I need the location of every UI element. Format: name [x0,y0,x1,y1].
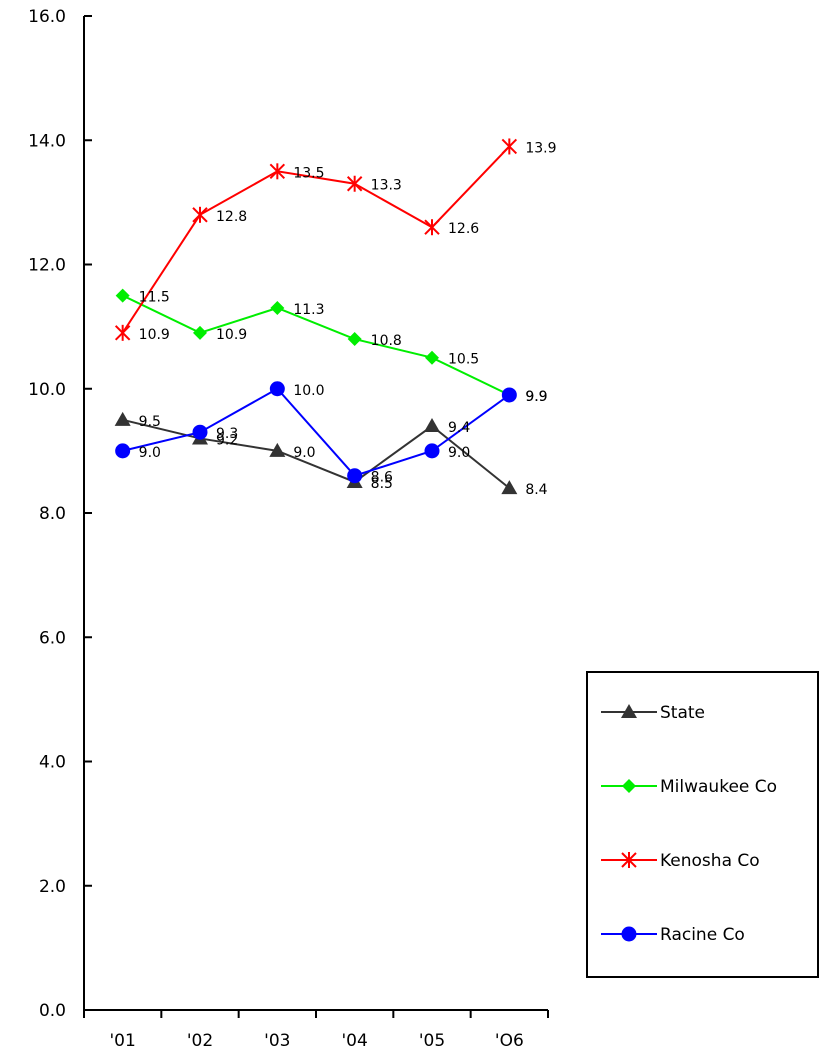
series-line-milwaukee-co [122,294,510,396]
x-tick-label: '02 [187,1031,213,1051]
point-racine-co [501,387,517,403]
data-label-state: 9.2 [216,432,238,448]
data-labels: 9.5 9.2 9.0 8.5 9.4 8.4 11.5 10.9 11.3 10.8 10.5 9.… [139,140,557,498]
data-label-state: 8.4 [525,482,547,498]
point-state [269,442,286,457]
point-racine-co [115,443,131,459]
point-milwaukee-co [193,325,207,340]
y-tick-label: 12.0 [28,256,66,276]
point-racine-co [269,381,285,397]
data-label-milwaukee-co: 11.5 [139,290,170,306]
x-tick-label: '01 [110,1031,136,1051]
data-label-milwaukee-co: 9.9 [525,389,547,405]
axes: 0.0 2.0 4.0 6.0 8.0 10.0 12.0 14.0 16.0 '01 '02 '03… [28,7,549,1051]
data-label-racine-co: 9.0 [139,445,161,461]
legend-label-milwaukee-co: Milwaukee Co [660,777,777,797]
point-kenosha-co [424,219,440,236]
point-kenosha-co [346,175,363,192]
point-racine-co [424,443,440,459]
point-kenosha-co [114,324,131,341]
data-label-kenosha-co: 10.9 [139,327,170,343]
legend-marker-racine-co [621,926,637,942]
data-label-racine-co: 9.9 [525,389,547,405]
data-label-kenosha-co: 12.8 [216,209,247,225]
data-label-racine-co: 8.6 [371,470,393,486]
data-label-kenosha-co: 13.5 [293,165,324,181]
data-label-racine-co: 9.3 [216,426,238,442]
x-tick-label: '04 [342,1031,368,1051]
legend-label-racine-co: Racine Co [660,925,745,945]
legend-marker-state [621,704,637,718]
data-label-racine-co: 9.0 [448,445,470,461]
point-milwaukee-co [425,350,439,365]
data-label-kenosha-co: 12.6 [448,221,479,237]
x-tick-label: '03 [264,1031,290,1051]
point-racine-co [347,468,363,484]
y-tick-label: 2.0 [39,877,66,897]
y-tick-label: 0.0 [39,1001,66,1021]
x-tick-label: '05 [419,1031,445,1051]
y-tick-label: 10.0 [28,380,66,400]
series-line-racine-co [122,387,510,477]
data-label-kenosha-co: 13.3 [371,178,402,194]
data-label-state: 9.4 [448,420,470,436]
y-tick-label: 16.0 [28,7,66,27]
x-tick-label: 'O6 [495,1031,524,1051]
y-tick-label: 8.0 [39,504,66,524]
data-label-state: 9.5 [139,414,161,430]
legend-marker-milwaukee-co [622,779,636,793]
legend-box [586,671,819,978]
data-label-state: 8.5 [371,476,393,492]
point-milwaukee-co [347,332,362,347]
data-label-milwaukee-co: 10.9 [216,327,247,343]
data-label-racine-co: 10.0 [293,383,324,399]
y-tick-label: 6.0 [39,628,66,648]
series-layer [114,138,518,495]
y-tick-label: 4.0 [39,753,66,773]
y-tick-label: 14.0 [28,131,66,151]
point-state [501,480,518,495]
data-label-state: 9.0 [293,445,315,461]
data-label-milwaukee-co: 11.3 [293,302,324,318]
legend-marker-kenosha-co [621,852,637,868]
data-label-milwaukee-co: 10.8 [371,333,402,349]
legend-label-kenosha-co: Kenosha Co [660,851,760,871]
series-line-kenosha-co [121,145,511,334]
point-state [424,418,440,433]
point-kenosha-co [269,163,286,180]
point-milwaukee-co [270,300,285,315]
point-state [114,411,131,426]
data-label-milwaukee-co: 10.5 [448,352,479,368]
point-milwaukee-co [115,288,130,303]
point-kenosha-co [501,138,518,155]
legend: State Milwaukee Co Kenosha Co Racine Co [586,671,819,978]
point-racine-co [192,424,208,440]
data-label-kenosha-co: 13.9 [525,140,556,156]
legend-label-state: State [660,703,705,723]
point-kenosha-co [192,206,208,223]
